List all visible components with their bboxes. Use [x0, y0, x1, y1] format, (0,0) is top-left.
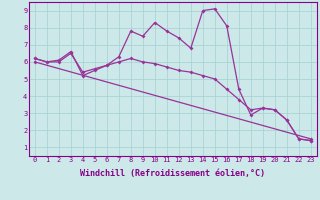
- X-axis label: Windchill (Refroidissement éolien,°C): Windchill (Refroidissement éolien,°C): [80, 169, 265, 178]
